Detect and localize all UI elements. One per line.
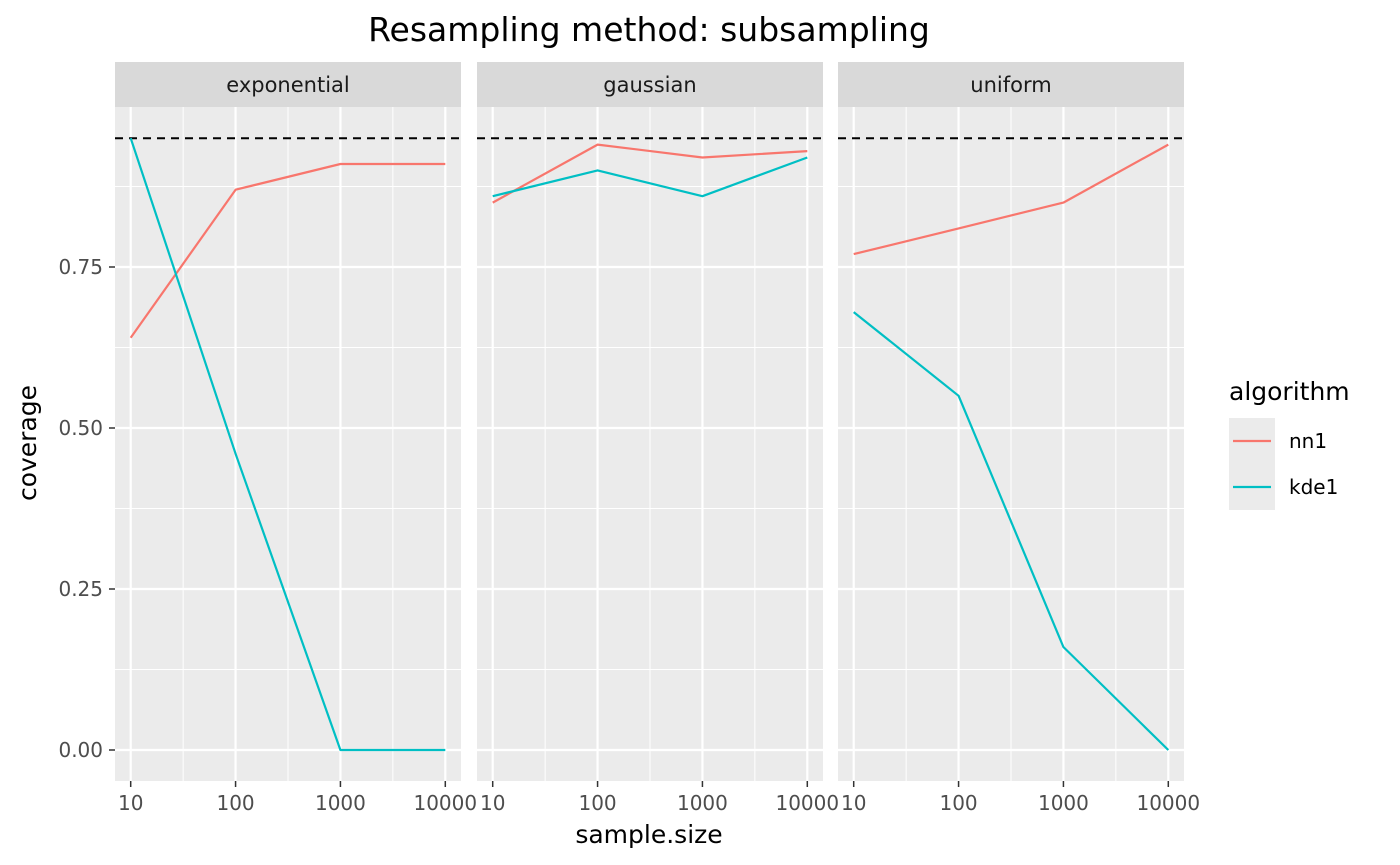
facet-strip-label: exponential [226,73,349,97]
chart-title: Resampling method: subsampling [368,10,930,49]
y-axis: 0.00 0.25 0.50 0.75 [58,255,115,762]
y-tick-label: 0.00 [58,738,103,762]
x-tick-label: 1000 [315,791,366,815]
x-axis-title: sample.size [575,820,722,849]
legend-entry-nn1: nn1 [1229,418,1327,464]
x-tick-label: 1000 [1038,791,1089,815]
x-tick-label: 100 [578,791,616,815]
x-tick-label: 100 [216,791,254,815]
series-line-kde1 [853,311,1170,751]
facet-strip-label: uniform [970,73,1051,97]
series-line-nn1 [853,143,1169,256]
x-tick-label: 10000 [1136,791,1200,815]
series-line-nn1 [492,143,808,204]
facet-panels: exponential 10 100 1000 10000 gaussian 10 100 10… [115,62,1200,815]
legend-title: algorithm [1229,377,1350,406]
facet-panel-exponential: exponential 10 100 1000 10000 [115,62,477,815]
x-tick-label: 10000 [413,791,477,815]
x-tick-label: 10 [841,791,866,815]
x-tick-label: 100 [939,791,977,815]
y-axis-title: coverage [13,385,42,501]
legend-label: nn1 [1289,429,1327,453]
facet-panel-gaussian: gaussian 10 100 1000 10000 [477,62,839,815]
series-line-nn1 [129,162,446,339]
x-tick-label: 10 [480,791,505,815]
y-tick-label: 0.50 [58,416,103,440]
x-tick-label: 1000 [677,791,728,815]
facet-panel-uniform: uniform 10 100 1000 10000 [838,62,1200,815]
facet-strip [477,62,823,107]
facet-strip [115,62,461,107]
x-tick-label: 10000 [775,791,839,815]
series-line-kde1 [129,137,446,752]
series-line-kde1 [492,156,808,198]
legend: algorithm nn1 kde1 [1229,377,1350,510]
y-tick-label: 0.75 [58,255,103,279]
x-tick-label: 10 [118,791,143,815]
y-tick-label: 0.25 [58,577,103,601]
legend-label: kde1 [1289,475,1338,499]
facet-strip [838,62,1184,107]
facet-strip-label: gaussian [603,73,696,97]
legend-entry-kde1: kde1 [1229,464,1338,510]
